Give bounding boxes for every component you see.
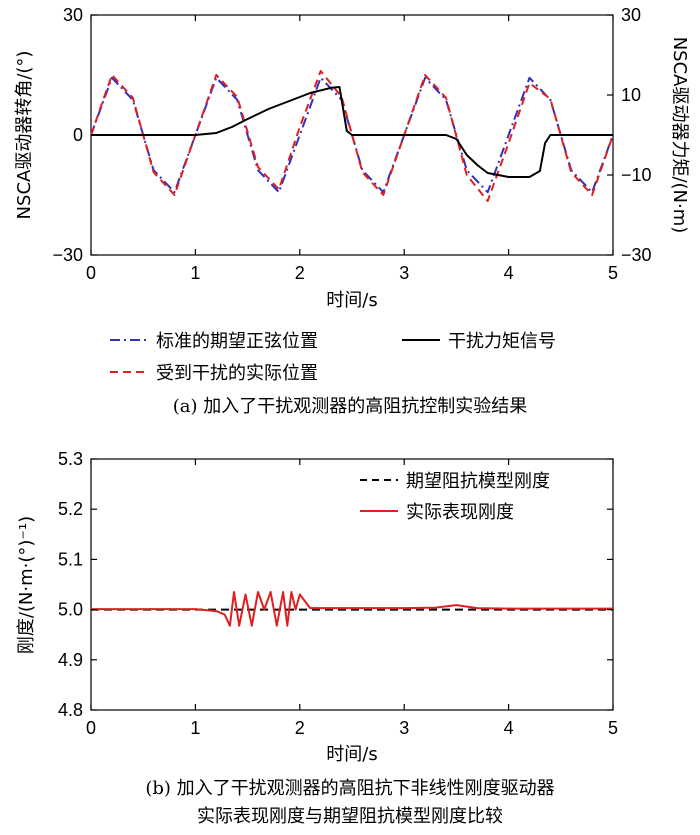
chart-top-y2tick-label-3: 30	[621, 5, 641, 25]
caption-top: (a) 加入了干扰观测器的高阻抗控制实验结果	[173, 396, 528, 417]
chart-top-xtick-label-3: 3	[399, 263, 409, 283]
chart-top-series-line-1	[90, 70, 614, 202]
chart-bottom-xtick-label-4: 4	[504, 718, 514, 738]
chart-bottom-plot-frame	[90, 458, 614, 711]
legend-label-actual-stiffness: 实际表现刚度	[406, 502, 514, 523]
chart-bottom-xtick-label-1: 1	[190, 718, 200, 738]
chart-bottom-ticks-group: 0 1 2 3 4 5 4.8 4.9 5.0 5.1 5.2 5.3	[58, 449, 618, 738]
chart-bottom-ytick-label-0: 4.8	[58, 700, 83, 720]
chart-top-y2label: NSCA驱动器力矩/(N·m)	[669, 37, 690, 234]
chart-top-xtick-label-1: 1	[190, 263, 200, 283]
chart-bottom-xtick-label-2: 2	[295, 718, 305, 738]
chart-top-series-group	[90, 70, 614, 202]
chart-bottom-xtick-label-3: 3	[399, 718, 409, 738]
chart-bottom-series-group	[91, 591, 613, 627]
chart-top-xtick-label-2: 2	[295, 263, 305, 283]
chart-top-series-line-2	[91, 86, 613, 178]
chart-top-xtick-label-5: 5	[608, 263, 618, 283]
legend-label-actual-position: 受到干扰的实际位置	[156, 363, 318, 384]
chart-top-xlabel: 时间/s	[326, 290, 377, 311]
caption-bottom-line1: (b) 加入了干扰观测器的高阻抗下非线性刚度驱动器	[145, 778, 554, 799]
chart-top-ytick-label-0: −30	[52, 245, 83, 265]
chart-bottom-ytick-label-4: 5.2	[58, 499, 83, 519]
chart-bottom-series-line-1	[91, 591, 613, 627]
chart-top-legend: 标准的期望正弦位置 干扰力矩信号 受到干扰的实际位置	[110, 331, 556, 384]
chart-bottom-xlabel: 时间/s	[326, 744, 377, 765]
chart-bottom-ylabel: 刚度/(N·m·(°)⁻¹)	[16, 516, 37, 654]
chart-top-y2tick-label-2: 10	[621, 85, 641, 105]
chart-bottom-xtick-label-5: 5	[608, 718, 618, 738]
chart-top-xtick-label-0: 0	[86, 263, 96, 283]
chart-bottom-ytick-label-5: 5.3	[58, 449, 83, 469]
chart-bottom-ytick-label-1: 4.9	[58, 650, 83, 670]
chart-top-ylabel: NSCA驱动器转角/(°)	[14, 51, 35, 220]
caption-bottom-line2: 实际表现刚度与期望阻抗模型刚度比较	[197, 806, 503, 827]
chart-bottom-ytick-label-2: 5.0	[58, 600, 83, 620]
legend-label-desired-position: 标准的期望正弦位置	[156, 331, 318, 352]
chart-bottom-xtick-label-0: 0	[86, 718, 96, 738]
chart-top-y2tick-label-1: −10	[621, 165, 652, 185]
chart-top-ytick-label-1: 0	[73, 125, 83, 145]
legend-label-disturbance-torque: 干扰力矩信号	[448, 331, 556, 352]
chart-bottom-legend: 期望阻抗模型刚度 实际表现刚度	[360, 471, 550, 523]
chart-bottom: 0 1 2 3 4 5 4.8 4.9 5.0 5.1 5.2 5.3 时间/s 刚度/(N·m·(°…	[16, 449, 618, 827]
chart-bottom-ytick-label-3: 5.1	[58, 549, 83, 569]
legend-label-desired-stiffness: 期望阻抗模型刚度	[406, 471, 550, 492]
chart-top-y2tick-label-0: −30	[621, 245, 652, 265]
chart-top-ytick-label-2: 30	[63, 5, 83, 25]
chart-top-xtick-label-4: 4	[504, 263, 514, 283]
